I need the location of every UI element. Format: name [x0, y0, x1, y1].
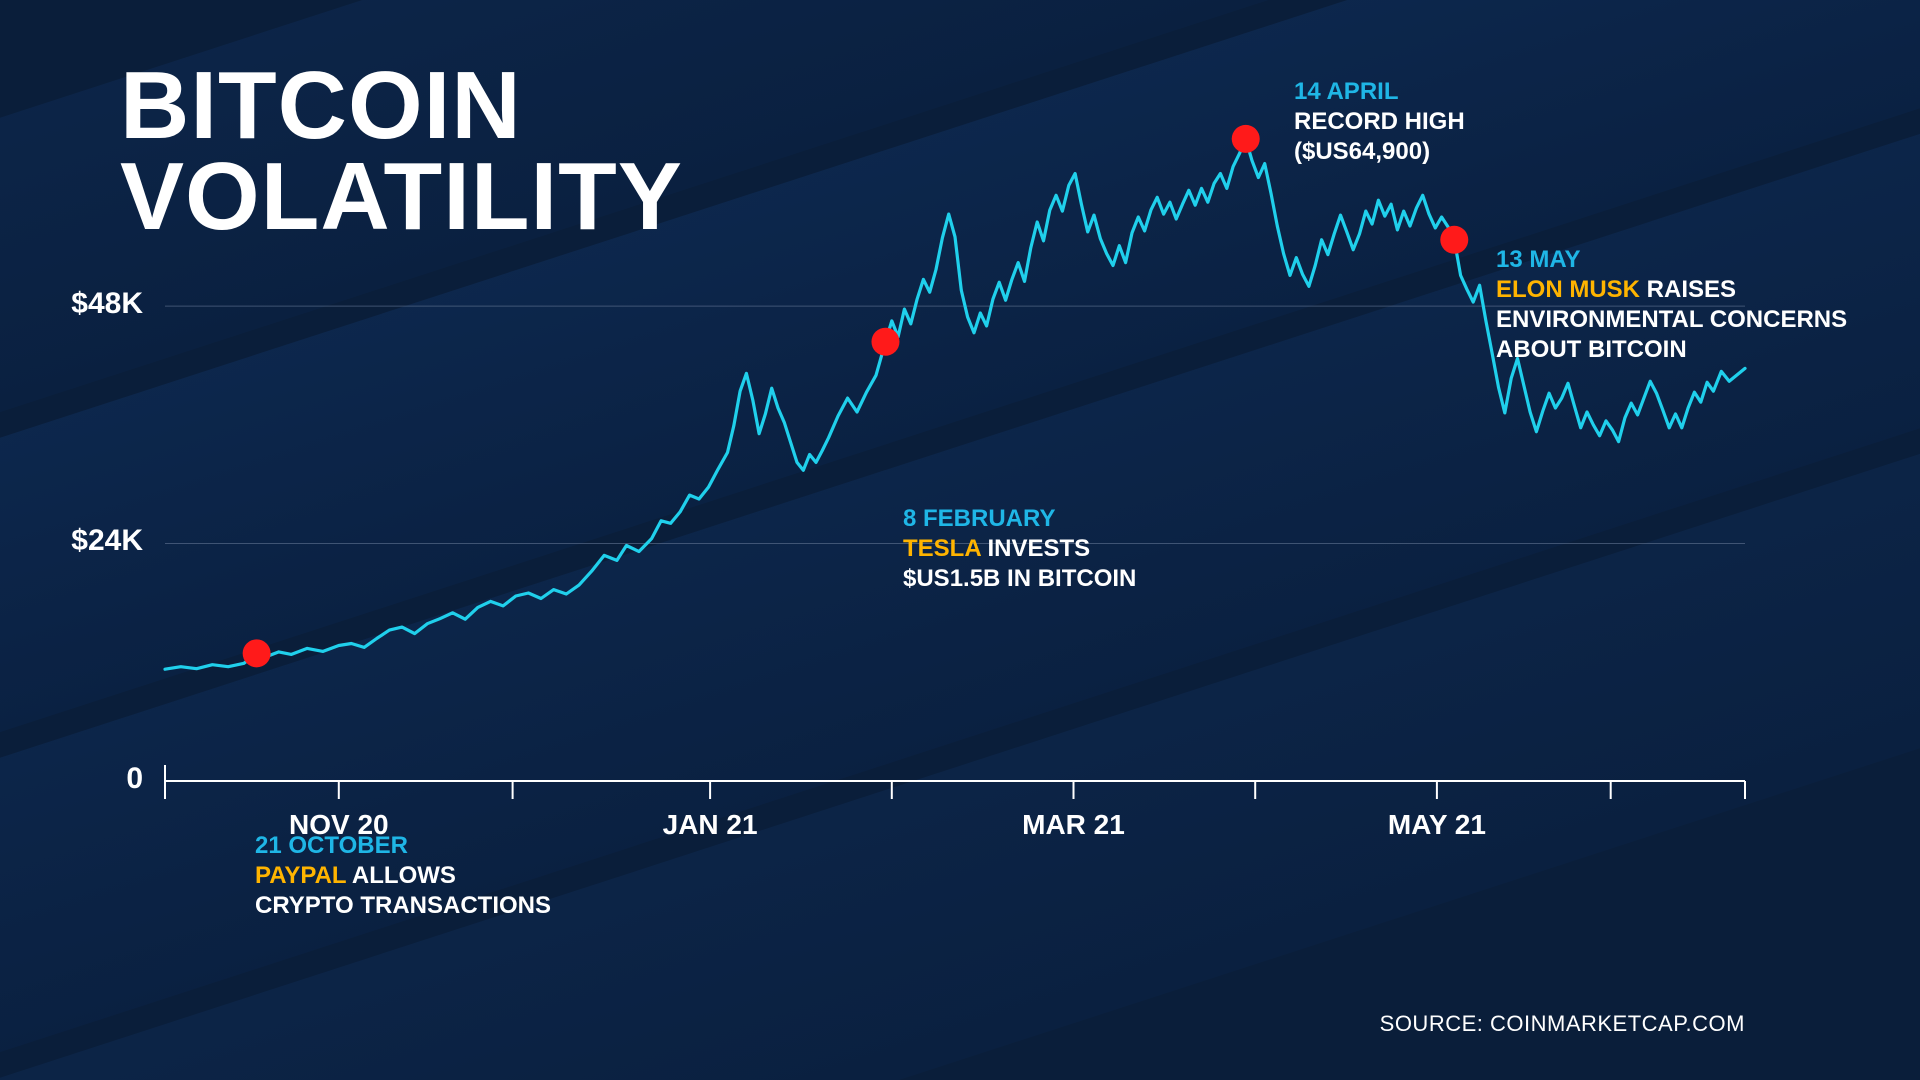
- y-axis-label: $48K: [0, 287, 143, 321]
- annotation-date: 14 APRIL: [1294, 77, 1594, 107]
- annotation-emphasis: PAYPAL: [255, 862, 346, 889]
- annotation-date: 13 MAY: [1496, 245, 1920, 275]
- annotation-date: 8 FEBRUARY: [903, 504, 1263, 534]
- title-line-2: VOLATILITY: [120, 151, 683, 242]
- source-attribution: SOURCE: COINMARKETCAP.COM: [1380, 1011, 1745, 1037]
- annotation-tesla: 8 FEBRUARYTESLA INVESTS $US1.5B IN BITCO…: [903, 504, 1263, 594]
- event-marker-record-high: [1232, 125, 1260, 153]
- x-axis-label: MAR 21: [974, 809, 1174, 841]
- y-axis-label: 0: [0, 762, 143, 796]
- annotation-musk: 13 MAYELON MUSK RAISES ENVIRONMENTAL CON…: [1496, 245, 1920, 365]
- annotation-emphasis: TESLA: [903, 535, 981, 562]
- annotation-paypal: 21 OCTOBERPAYPAL ALLOWS CRYPTO TRANSACTI…: [255, 831, 675, 921]
- annotation-emphasis: ELON MUSK: [1496, 276, 1640, 303]
- event-marker-paypal: [243, 639, 271, 667]
- event-marker-tesla: [871, 328, 899, 356]
- annotation-body: PAYPAL ALLOWS CRYPTO TRANSACTIONS: [255, 861, 675, 921]
- page-title: BITCOIN VOLATILITY: [120, 60, 683, 242]
- annotation-record-high: 14 APRILRECORD HIGH ($US64,900): [1294, 77, 1594, 167]
- title-line-1: BITCOIN: [120, 60, 683, 151]
- event-marker-musk: [1440, 226, 1468, 254]
- annotation-body: TESLA INVESTS $US1.5B IN BITCOIN: [903, 534, 1263, 594]
- y-axis-label: $24K: [0, 524, 143, 558]
- x-axis-label: MAY 21: [1337, 809, 1537, 841]
- annotation-date: 21 OCTOBER: [255, 831, 675, 861]
- annotation-body: RECORD HIGH ($US64,900): [1294, 107, 1594, 167]
- annotation-body: ELON MUSK RAISES ENVIRONMENTAL CONCERNS …: [1496, 275, 1920, 365]
